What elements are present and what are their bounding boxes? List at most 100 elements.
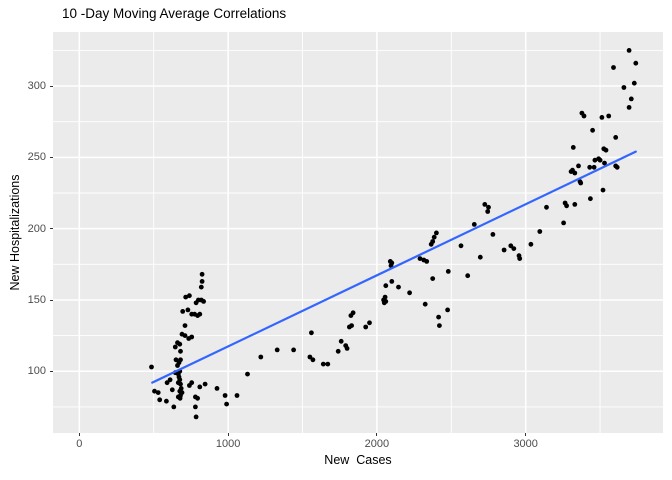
- data-point: [178, 348, 183, 354]
- data-point: [383, 283, 389, 289]
- data-point: [307, 354, 313, 360]
- data-point: [490, 232, 496, 237]
- data-point: [599, 115, 605, 120]
- data-point: [185, 307, 191, 313]
- data-point: [155, 390, 161, 395]
- data-point: [173, 357, 179, 363]
- data-point: [214, 386, 220, 391]
- data-point: [591, 164, 597, 170]
- data-point: [628, 96, 634, 102]
- data-point: [587, 164, 593, 170]
- data-point: [424, 259, 430, 264]
- data-point: [169, 387, 175, 393]
- data-point: [592, 157, 598, 163]
- data-point: [198, 284, 204, 290]
- data-point: [389, 279, 395, 284]
- data-point: [626, 48, 632, 53]
- y-tick-mark: [50, 299, 53, 301]
- data-point: [349, 323, 354, 328]
- data-point: [164, 398, 169, 404]
- data-point: [167, 377, 173, 383]
- data-point: [434, 230, 439, 236]
- data-point: [182, 333, 188, 338]
- y-tick-label: 100: [27, 365, 46, 378]
- data-point: [561, 220, 566, 226]
- x-axis-title: New Cases: [324, 453, 392, 467]
- data-point: [578, 180, 584, 186]
- x-tick-label: 0: [76, 438, 83, 450]
- data-point: [445, 307, 450, 313]
- y-tick-mark: [50, 156, 53, 158]
- data-point: [183, 294, 189, 300]
- data-point: [396, 284, 401, 290]
- data-point: [600, 187, 606, 193]
- data-point: [182, 323, 188, 328]
- data-point: [199, 279, 205, 284]
- data-point: [193, 404, 198, 410]
- y-axis-title: New Hospitalizations: [8, 174, 22, 291]
- data-point: [606, 113, 612, 119]
- plot-panel: [53, 32, 663, 433]
- data-point: [576, 163, 581, 169]
- data-point: [508, 243, 514, 249]
- data-point: [477, 254, 483, 260]
- x-tick-label: 3000: [513, 438, 538, 450]
- data-point: [180, 309, 186, 314]
- data-point: [177, 341, 183, 347]
- data-point: [445, 269, 451, 274]
- data-point: [164, 380, 170, 386]
- data-point: [383, 299, 389, 304]
- data-point: [310, 357, 316, 363]
- data-point: [199, 271, 205, 277]
- data-point: [430, 276, 436, 281]
- y-tick-label: 300: [27, 80, 46, 92]
- x-tick-label: 1000: [215, 438, 241, 450]
- data-point: [611, 65, 616, 70]
- data-point: [178, 357, 183, 363]
- x-tick-mark: [525, 433, 527, 436]
- data-point: [613, 135, 619, 140]
- y-tick-mark: [50, 370, 53, 372]
- data-point: [597, 157, 603, 163]
- data-point: [193, 414, 199, 420]
- data-point: [422, 301, 428, 307]
- data-point: [581, 113, 587, 119]
- data-point: [482, 202, 488, 207]
- data-point: [367, 320, 372, 326]
- data-point: [224, 401, 230, 407]
- data-point: [633, 60, 639, 66]
- data-point: [570, 145, 576, 150]
- data-point: [234, 393, 240, 398]
- x-tick-mark: [78, 433, 80, 436]
- trend-line: [151, 150, 637, 384]
- data-point: [572, 170, 578, 176]
- data-point: [222, 393, 228, 398]
- data-point: [350, 310, 356, 316]
- data-point: [338, 338, 344, 344]
- data-point: [458, 243, 464, 249]
- data-point: [631, 80, 637, 86]
- data-point: [189, 334, 195, 340]
- data-point: [344, 346, 350, 351]
- data-point: [335, 348, 341, 354]
- y-tick-mark: [50, 85, 53, 87]
- data-point: [171, 404, 177, 410]
- data-point: [602, 160, 607, 166]
- data-point: [417, 256, 423, 261]
- data-point: [172, 344, 178, 350]
- x-tick-mark: [227, 433, 229, 436]
- data-point: [187, 293, 192, 299]
- data-point: [149, 364, 154, 370]
- data-point: [431, 234, 437, 240]
- data-point: [407, 290, 412, 296]
- y-tick-label: 150: [27, 294, 46, 306]
- data-point: [320, 361, 326, 367]
- data-point: [572, 202, 578, 207]
- data-point: [485, 209, 491, 214]
- data-point: [245, 371, 250, 377]
- data-point: [564, 203, 569, 209]
- chart-title: 10 -Day Moving Average Correlations: [62, 6, 287, 21]
- data-point: [590, 127, 595, 133]
- data-point: [274, 347, 280, 353]
